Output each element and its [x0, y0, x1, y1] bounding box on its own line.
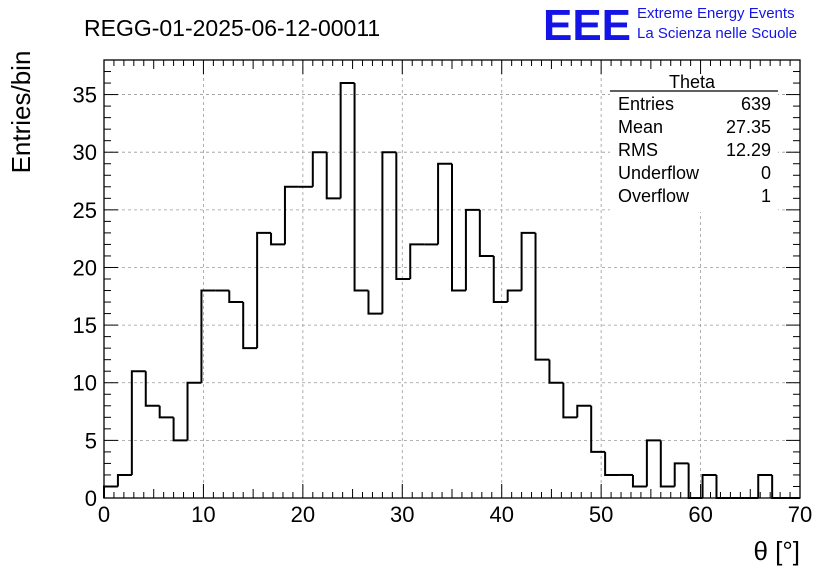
- stats-entries-label: Entries: [618, 94, 674, 114]
- y-tick-labels: 0 5 10 15 20 25 30 35: [73, 83, 97, 511]
- plot-title: REGG-01-2025-06-12-00011: [84, 15, 380, 41]
- x-tick-label-30: 30: [390, 502, 414, 527]
- histogram-bin-26: [451, 163, 466, 292]
- histogram-bin-40: [645, 439, 661, 487]
- histogram-bin-33: [548, 359, 564, 384]
- histogram-bin-19: [353, 83, 369, 292]
- x-tick-labels: 0 10 20 30 40 50 60 70: [98, 502, 812, 527]
- y-tick-label-5: 5: [85, 428, 97, 453]
- stats-overflow-value: 1: [761, 186, 771, 206]
- histogram-bin-39: [631, 474, 647, 488]
- plot-frame: [103, 59, 801, 499]
- histogram-bin-27: [464, 208, 480, 291]
- stats-rms-value: 12.29: [726, 140, 771, 160]
- stats-mean-value: 27.35: [726, 117, 771, 137]
- histogram-bin-29: [492, 255, 508, 304]
- histogram-bin-25: [437, 162, 452, 245]
- histogram-bin-11: [242, 302, 258, 350]
- stats-underflow-label: Underflow: [618, 163, 700, 183]
- histogram-bin-22: [395, 152, 411, 280]
- histogram-bin-4: [144, 371, 160, 407]
- histogram-bin-28: [478, 209, 494, 257]
- y-tick-label-20: 20: [73, 255, 97, 280]
- y-tick-label-10: 10: [73, 371, 97, 396]
- histogram-bin-30: [506, 289, 522, 303]
- histogram-bin-44: [701, 473, 717, 498]
- y-tick-label-0: 0: [85, 486, 97, 511]
- histogram-bin-37: [604, 451, 620, 476]
- histogram-bin-16: [311, 151, 327, 187]
- stats-box-background: [610, 74, 778, 212]
- stats-rms-label: RMS: [618, 140, 658, 160]
- histogram-bin-34: [562, 382, 578, 419]
- histogram-bars: [103, 82, 800, 499]
- y-tick-label-30: 30: [73, 140, 97, 165]
- y-tick-label-25: 25: [73, 198, 97, 223]
- stats-mean-label: Mean: [618, 117, 663, 137]
- histogram-bin-32: [534, 232, 550, 361]
- histogram-bin-6: [172, 417, 188, 442]
- histogram-bin-20: [367, 290, 383, 315]
- histogram-bin-31: [520, 231, 536, 291]
- stats-box: Theta Entries 639 Mean 27.35 RMS 12.29 Underfl…: [610, 72, 778, 212]
- histogram-bin-5: [158, 405, 174, 419]
- x-tick-label-70: 70: [788, 502, 812, 527]
- histogram-bin-7: [186, 381, 202, 441]
- histogram-bin-14: [283, 185, 299, 245]
- histogram-bin-23: [409, 243, 425, 279]
- histogram-bin-21: [381, 151, 397, 314]
- histogram-bin-17: [325, 152, 341, 200]
- x-tick-label-10: 10: [191, 502, 215, 527]
- x-tick-label-0: 0: [98, 502, 110, 527]
- histogram-bin-35: [576, 404, 592, 418]
- histogram-bin-8: [200, 289, 216, 383]
- histogram-bin-2: [116, 473, 132, 487]
- logo-line-2: La Scienza nelle Scuole: [637, 25, 797, 42]
- stats-entries-value: 639: [741, 94, 771, 114]
- stats-overflow-label: Overflow: [618, 186, 690, 206]
- y-axis-label: Entries/bin: [6, 51, 36, 174]
- eee-logo: EEE Extreme Energy Events La Scienza nel…: [543, 1, 797, 50]
- histogram-bin-48: [757, 473, 773, 498]
- y-tick-label-15: 15: [73, 313, 97, 338]
- stats-box-title: Theta: [669, 72, 716, 92]
- x-tick-label-40: 40: [489, 502, 513, 527]
- histogram-bin-42: [673, 462, 689, 487]
- histogram-bin-12: [256, 231, 272, 349]
- histogram-bin-13: [270, 232, 285, 246]
- histogram-bin-41: [659, 440, 675, 488]
- x-tick-label-60: 60: [688, 502, 712, 527]
- x-axis-label: θ [°]: [753, 536, 800, 566]
- logo-line-1: Extreme Energy Events: [637, 5, 795, 22]
- histogram-bin-36: [590, 405, 606, 453]
- y-tick-label-35: 35: [73, 83, 97, 108]
- eee-logo-mark: EEE: [543, 1, 631, 50]
- histogram-bin-3: [130, 370, 146, 475]
- histogram-bin-10: [228, 290, 244, 304]
- x-tick-label-20: 20: [291, 502, 315, 527]
- histogram-bin-18: [339, 82, 355, 199]
- x-tick-label-50: 50: [589, 502, 613, 527]
- stats-underflow-value: 0: [761, 163, 771, 183]
